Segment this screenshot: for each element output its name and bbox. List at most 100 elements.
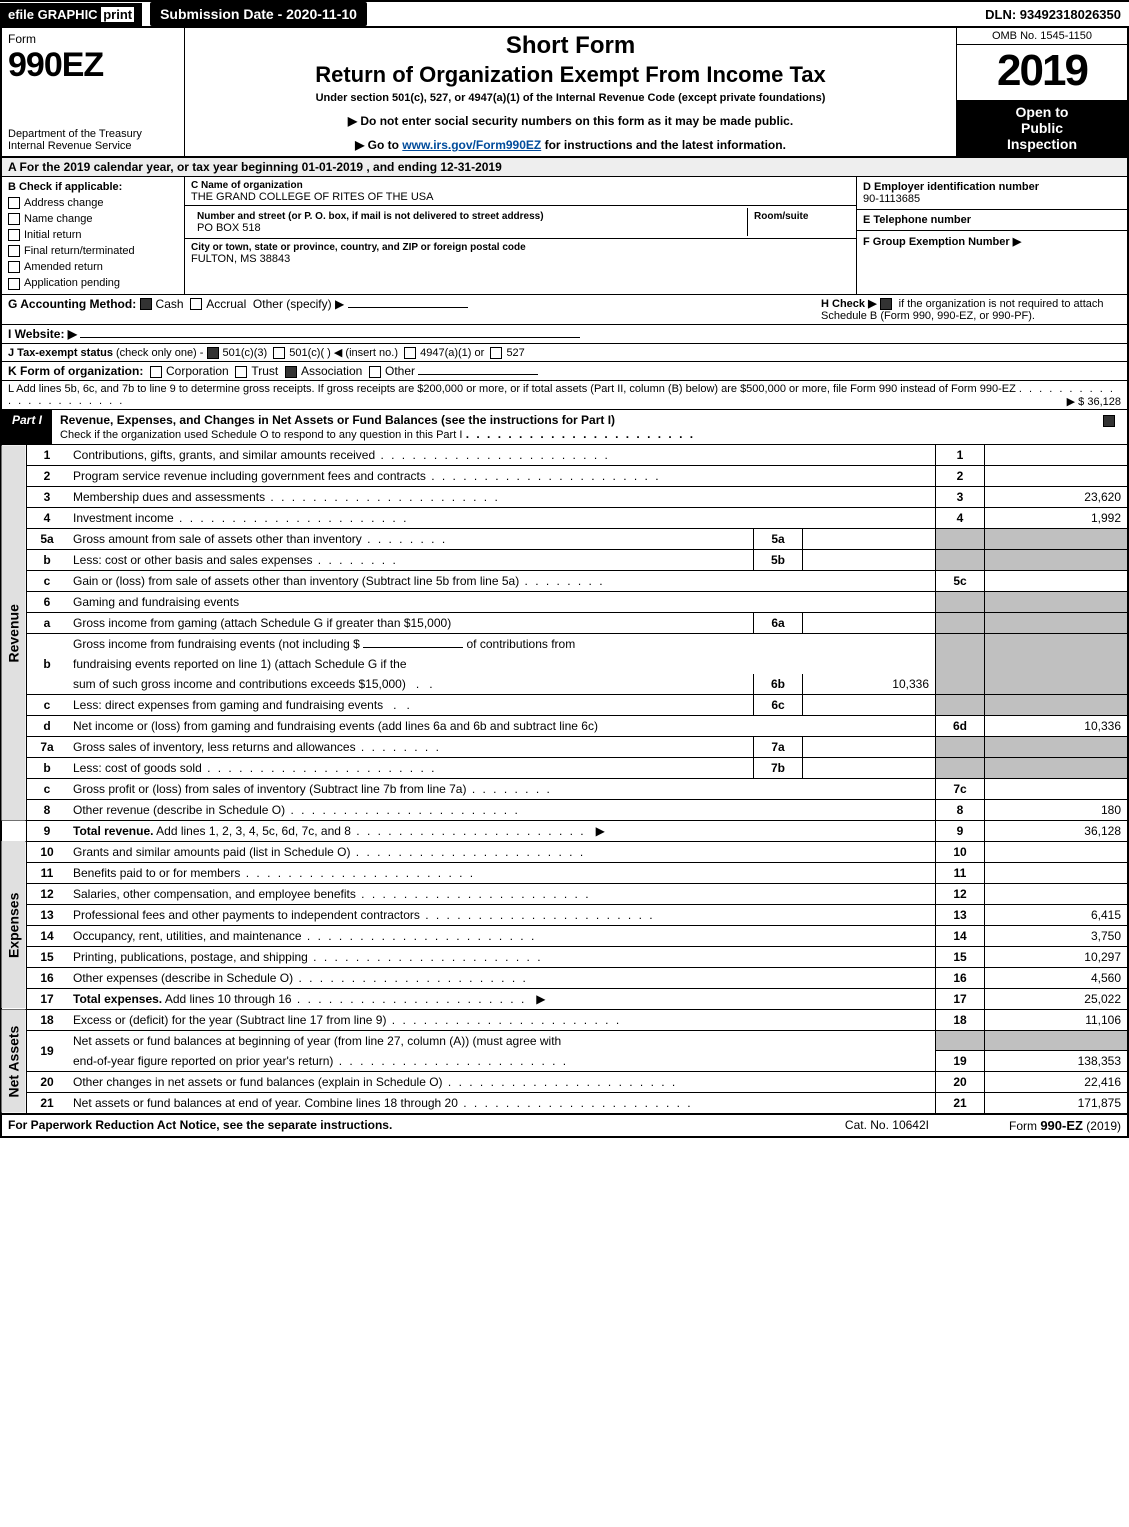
goto-prefix: ▶ Go to	[355, 138, 402, 152]
footer-form-ref: Form 990-EZ (2019)	[1009, 1118, 1121, 1133]
line-12-desc: Salaries, other compensation, and employ…	[73, 887, 591, 901]
line-17-bold: Total expenses.	[73, 992, 162, 1006]
line-6b-blank[interactable]	[363, 647, 463, 648]
open-to: Open to	[1016, 104, 1069, 120]
line-5a-num: 5a	[27, 528, 68, 549]
line-8-row: 8 Other revenue (describe in Schedule O)…	[1, 799, 1128, 820]
footer-catalog: Cat. No. 10642I	[845, 1118, 929, 1133]
line-16-val: 4,560	[985, 967, 1129, 988]
chk-initial-return[interactable]	[8, 229, 20, 241]
chk-application-pending[interactable]	[8, 278, 20, 290]
chk-association[interactable]	[285, 366, 297, 378]
line-6b-subval: 10,336	[803, 674, 936, 695]
chk-final-return[interactable]	[8, 245, 20, 257]
inspection: Inspection	[1007, 136, 1077, 152]
chk-schedule-o-part1[interactable]	[1103, 415, 1115, 427]
chk-address-change[interactable]	[8, 197, 20, 209]
line-19-shaded-val	[985, 1030, 1129, 1051]
irs-link[interactable]: www.irs.gov/Form990EZ	[402, 138, 541, 152]
chk-accrual[interactable]	[190, 298, 202, 310]
chk-corporation[interactable]	[150, 366, 162, 378]
line-5a-shaded	[936, 528, 985, 549]
c-name-label: C Name of organization	[191, 180, 303, 191]
line-16-num: 16	[27, 967, 68, 988]
line-7b-row: b Less: cost of goods sold 7b	[1, 757, 1128, 778]
line-8-val: 180	[985, 799, 1129, 820]
line-3-desc: Membership dues and assessments	[73, 490, 500, 504]
line-19-num: 19	[27, 1030, 68, 1072]
chk-address-label: Address change	[24, 197, 104, 209]
line-6a-shaded	[936, 612, 985, 633]
d-ein-value: 90-1113685	[863, 193, 920, 205]
line-7a-desc: Gross sales of inventory, less returns a…	[73, 740, 441, 754]
line-5b-shaded	[936, 549, 985, 570]
chk-cash[interactable]	[140, 298, 152, 310]
line-2-num: 2	[27, 465, 68, 486]
line-20-val: 22,416	[985, 1072, 1129, 1093]
line-10-desc: Grants and similar amounts paid (list in…	[73, 845, 585, 859]
line-10-val	[985, 841, 1129, 862]
line-7b-shaded-val	[985, 757, 1129, 778]
line-4-col: 4	[936, 507, 985, 528]
row-i-website: I Website: ▶	[0, 325, 1129, 344]
line-1-row: Revenue 1 Contributions, gifts, grants, …	[1, 445, 1128, 466]
line-1-desc: Contributions, gifts, grants, and simila…	[73, 448, 610, 462]
goto-instruction: ▶ Go to www.irs.gov/Form990EZ for instru…	[193, 138, 948, 152]
chk-501c[interactable]	[273, 347, 285, 359]
j-501c3: 501(c)(3)	[223, 347, 268, 359]
line-7c-desc: Gross profit or (loss) from sales of inv…	[73, 782, 552, 796]
chk-527[interactable]	[490, 347, 502, 359]
line-9-val: 36,128	[985, 820, 1129, 841]
line-2-val	[985, 465, 1129, 486]
line-10-col: 10	[936, 841, 985, 862]
line-18-val: 11,106	[985, 1009, 1129, 1030]
chk-4947[interactable]	[404, 347, 416, 359]
row-g-h: G Accounting Method: Cash Accrual Other …	[0, 295, 1129, 325]
line-11-row: 11 Benefits paid to or for members 11	[1, 862, 1128, 883]
return-subtitle: Under section 501(c), 527, or 4947(a)(1)…	[193, 92, 948, 104]
website-input[interactable]	[80, 337, 580, 338]
line-3-num: 3	[27, 486, 68, 507]
dln-label: DLN: 93492318026350	[985, 7, 1129, 22]
section-d-e-f: D Employer identification number 90-1113…	[856, 177, 1127, 294]
f-group-label: F Group Exemption Number ▶	[863, 236, 1021, 248]
row-l-gross-receipts: L Add lines 5b, 6c, and 7b to line 9 to …	[0, 381, 1129, 410]
line-15-num: 15	[27, 946, 68, 967]
line-5a-row: 5a Gross amount from sale of assets othe…	[1, 528, 1128, 549]
k-other-input[interactable]	[418, 374, 538, 375]
g-other-input[interactable]	[348, 307, 468, 308]
line-21-val: 171,875	[985, 1093, 1129, 1114]
chk-schedule-b[interactable]	[880, 298, 892, 310]
line-9-desc: Add lines 1, 2, 3, 4, 5c, 6d, 7c, and 8	[156, 824, 586, 838]
line-5b-subval	[803, 549, 936, 570]
line-6d-val: 10,336	[985, 715, 1129, 736]
line-6-desc: Gaming and fundraising events	[73, 595, 239, 609]
print-button[interactable]: print	[101, 7, 134, 22]
line-7c-num: c	[27, 778, 68, 799]
dept-irs: Internal Revenue Service	[8, 140, 132, 152]
line-5a-subval	[803, 528, 936, 549]
short-form-title: Short Form	[193, 32, 948, 60]
line-6b-row-1: b Gross income from fundraising events (…	[1, 633, 1128, 654]
j-note: (check only one) -	[116, 347, 203, 359]
j-4947: 4947(a)(1) or	[420, 347, 484, 359]
line-21-num: 21	[27, 1093, 68, 1114]
line-7c-col: 7c	[936, 778, 985, 799]
chk-amended-return[interactable]	[8, 261, 20, 273]
chk-501c3[interactable]	[207, 347, 219, 359]
chk-name-change[interactable]	[8, 213, 20, 225]
line-12-num: 12	[27, 883, 68, 904]
chk-trust[interactable]	[235, 366, 247, 378]
line-6c-desc: Less: direct expenses from gaming and fu…	[73, 698, 383, 712]
line-6b-shaded-val	[985, 633, 1129, 694]
line-16-row: 16 Other expenses (describe in Schedule …	[1, 967, 1128, 988]
line-14-row: 14 Occupancy, rent, utilities, and maint…	[1, 925, 1128, 946]
line-21-desc: Net assets or fund balances at end of ye…	[73, 1096, 693, 1110]
k-corp: Corporation	[166, 364, 229, 378]
part1-checkbox-cell	[1095, 410, 1127, 444]
chk-other-org[interactable]	[369, 366, 381, 378]
dept-treasury: Department of the Treasury	[8, 128, 142, 140]
line-17-num: 17	[27, 988, 68, 1009]
h-schedule-b: H Check ▶ if the organization is not req…	[821, 297, 1121, 322]
chk-initial-label: Initial return	[24, 229, 81, 241]
